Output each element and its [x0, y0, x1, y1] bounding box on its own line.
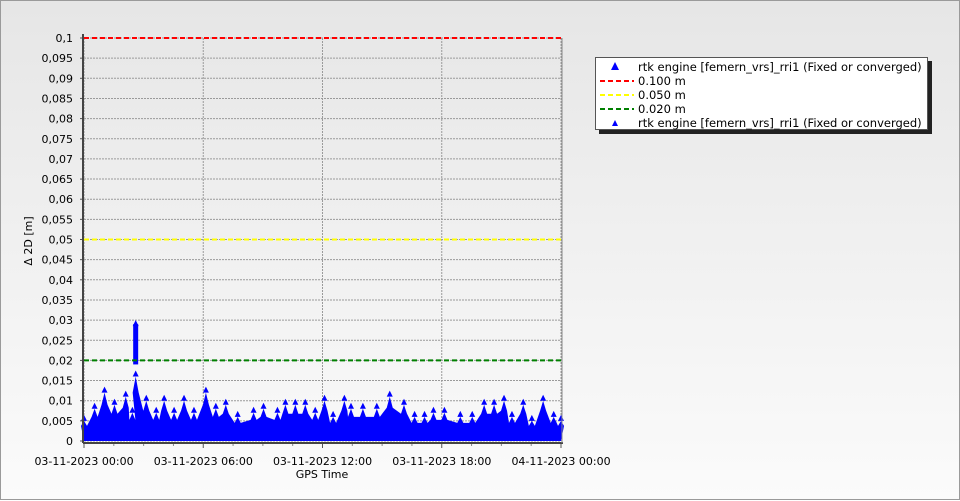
data-point [161, 394, 168, 401]
data-point [153, 406, 160, 413]
data-point [347, 402, 354, 409]
data-point [171, 406, 178, 413]
data-point [469, 410, 476, 417]
yellow-dashed-line-icon [600, 94, 634, 96]
data-point [132, 320, 139, 327]
data-point [274, 406, 281, 413]
data-point [520, 398, 527, 405]
data-point [132, 370, 139, 377]
data-point [282, 398, 289, 405]
small-triangle-marker-icon [612, 120, 618, 126]
y-tick-label: 0,015 [42, 375, 74, 388]
y-tick-label: 0,1 [56, 32, 74, 45]
data-point [441, 406, 448, 413]
data-point [111, 398, 118, 405]
data-point [373, 402, 380, 409]
y-tick-label: 0,01 [49, 395, 74, 408]
data-point [359, 402, 366, 409]
data-point [550, 410, 557, 417]
data-point [91, 402, 98, 409]
data-point [321, 394, 328, 401]
y-tick-label: 0,085 [42, 92, 74, 105]
legend-label: 0.020 m [638, 102, 686, 116]
data-point [181, 394, 188, 401]
data-point [312, 406, 319, 413]
y-tick-label: 0,07 [49, 153, 74, 166]
y-tick-label: 0,005 [42, 415, 74, 428]
y-tick-label: 0,025 [42, 334, 74, 347]
data-point [386, 390, 393, 397]
red-dashed-line-icon [600, 80, 634, 82]
y-axis-label: Δ 2D [m] [22, 216, 35, 265]
y-tick-label: 0,05 [49, 234, 74, 247]
grid [83, 37, 562, 442]
spike-cluster [133, 324, 139, 365]
data-point [190, 406, 197, 413]
data-point [457, 410, 464, 417]
data-point [501, 394, 508, 401]
legend-label: 0.050 m [638, 88, 686, 102]
data-point [491, 398, 498, 405]
green-dashed-line-icon [600, 108, 634, 110]
series-area [81, 376, 564, 441]
data-point [430, 406, 437, 413]
data-point [481, 398, 488, 405]
y-tick-label: 0,045 [42, 254, 74, 267]
y-tick-label: 0,075 [42, 133, 74, 146]
data-point [129, 406, 136, 413]
data-point [341, 394, 348, 401]
data-point [528, 414, 535, 421]
x-tick-label: 03-11-2023 00:00 [34, 455, 133, 468]
legend-label: 0.100 m [638, 74, 686, 88]
data-point [292, 398, 299, 405]
data-point [234, 410, 241, 417]
data-point [212, 402, 219, 409]
axes: 0 0,005 0,01 0,015 0,02 0,025 0,03 0,035 0,04 0,0… [34, 32, 610, 468]
y-tick-label: 0 [66, 435, 73, 448]
data-layer [81, 320, 564, 441]
x-tick-label: 03-11-2023 12:00 [273, 455, 372, 468]
y-tick-label: 0,08 [49, 113, 74, 126]
y-tick-label: 0,035 [42, 294, 74, 307]
x-tick-label: 03-11-2023 06:00 [154, 455, 253, 468]
data-point [508, 410, 515, 417]
x-axis-label: GPS Time [296, 468, 349, 481]
y-tick-label: 0,06 [49, 193, 74, 206]
data-point [302, 398, 309, 405]
y-tick-label: 0,02 [49, 354, 74, 367]
y-tick-label: 0,095 [42, 52, 74, 65]
data-point [330, 410, 337, 417]
data-point [400, 398, 407, 405]
data-point [558, 414, 564, 421]
y-tick-label: 0,03 [49, 314, 74, 327]
x-tick-label: 03-11-2023 18:00 [392, 455, 491, 468]
x-tick-label: 04-11-2023 00:00 [511, 455, 610, 468]
data-point [411, 410, 418, 417]
data-point [260, 402, 267, 409]
data-point [250, 406, 257, 413]
y-tick-label: 0,04 [49, 274, 74, 287]
y-tick-label: 0,065 [42, 173, 74, 186]
data-point [101, 386, 108, 393]
data-point [421, 410, 428, 417]
data-point [122, 390, 129, 397]
legend: rtk engine [femern_vrs]_rri1 (Fixed or c… [595, 57, 928, 130]
data-point [143, 394, 150, 401]
y-tick-label: 0,09 [49, 72, 74, 85]
legend-label: rtk engine [femern_vrs]_rri1 (Fixed or c… [638, 60, 922, 74]
data-point [202, 386, 209, 393]
triangle-marker-icon [611, 62, 619, 70]
y-tick-label: 0,055 [42, 213, 74, 226]
data-point [540, 394, 547, 401]
data-point [222, 398, 229, 405]
legend-label: rtk engine [femern_vrs]_rri1 (Fixed or c… [638, 116, 922, 130]
